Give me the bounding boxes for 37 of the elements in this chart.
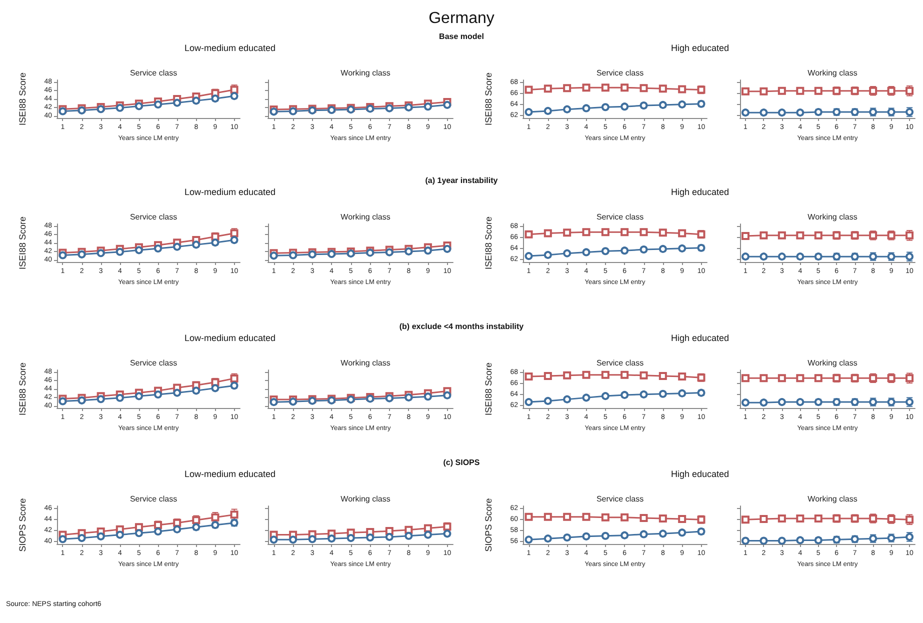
chart-title: Working class bbox=[808, 212, 858, 222]
y-axis-title: ISEI88 Score bbox=[484, 72, 494, 126]
text: Low-medium educated bbox=[183, 332, 277, 344]
text: Low-medium educated bbox=[183, 42, 277, 54]
chart-title: Service class bbox=[130, 358, 178, 368]
chart-title: Service class bbox=[596, 68, 644, 78]
text: (c) SIOPS bbox=[442, 457, 481, 469]
y-axis-title: ISEI88 Score bbox=[18, 362, 28, 416]
text: Low-medium educated bbox=[183, 186, 277, 198]
y-axis-title: ISEI88 Score bbox=[18, 216, 28, 270]
y-axis-title: ISEI88 Score bbox=[18, 72, 28, 126]
y-axis-title: ISEI88 Score bbox=[484, 362, 494, 416]
chart-title: Working class bbox=[808, 494, 858, 504]
chart-title: Service class bbox=[596, 212, 644, 222]
text: (b) exclude <4 months instability bbox=[398, 321, 525, 333]
text: (a) 1year instability bbox=[424, 175, 499, 187]
text: High educated bbox=[670, 468, 730, 480]
chart-title: Service class bbox=[130, 68, 178, 78]
text: High educated bbox=[670, 186, 730, 198]
text: Low-medium educated bbox=[183, 468, 277, 480]
chart-title: Service class bbox=[130, 494, 178, 504]
y-axis-title: SIOPS Score bbox=[18, 498, 28, 552]
y-axis-title: ISEI88 Score bbox=[484, 216, 494, 270]
chart-title: Working class bbox=[340, 494, 390, 504]
chart-title: Service class bbox=[596, 358, 644, 368]
chart-title: Working class bbox=[340, 68, 390, 78]
chart-title: Working class bbox=[340, 212, 390, 222]
chart-title: Working class bbox=[808, 358, 858, 368]
chart-title: Working class bbox=[340, 358, 390, 368]
chart-title: Service class bbox=[596, 494, 644, 504]
y-axis-title: SIOPS Score bbox=[484, 498, 494, 552]
text: Base model bbox=[438, 31, 485, 43]
chart-title: Service class bbox=[130, 212, 178, 222]
chart-title: Working class bbox=[808, 68, 858, 78]
text: High educated bbox=[670, 332, 730, 344]
text: High educated bbox=[670, 42, 730, 54]
text: Germany bbox=[428, 10, 496, 28]
